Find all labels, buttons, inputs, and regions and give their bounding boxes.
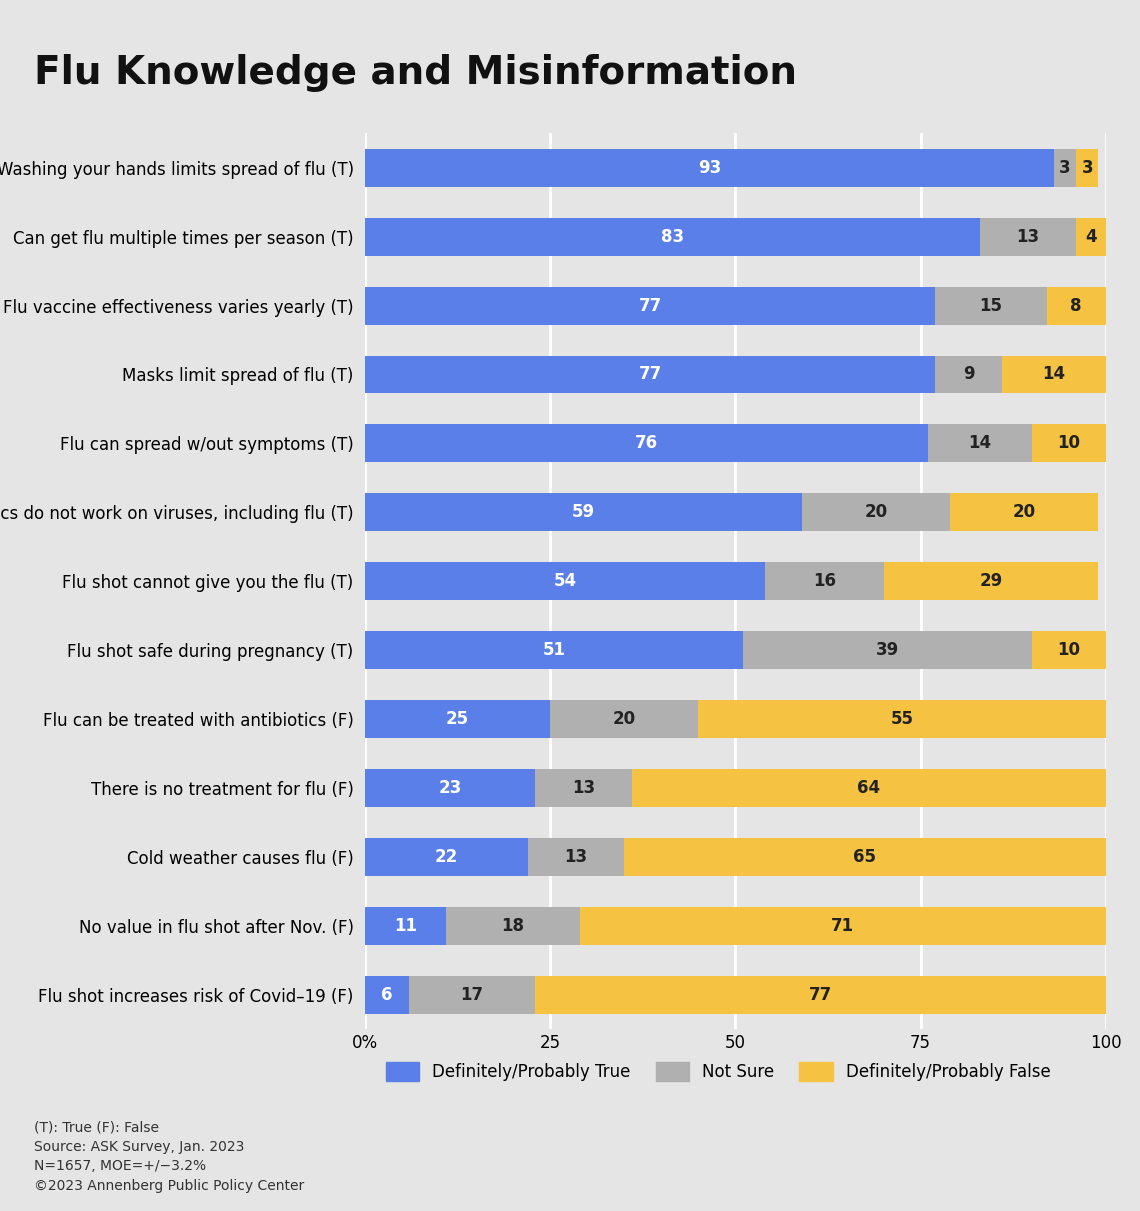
- Text: 77: 77: [809, 986, 832, 1004]
- Bar: [928, 424, 1032, 463]
- Text: 3: 3: [1059, 159, 1070, 177]
- Bar: [884, 562, 1099, 601]
- Text: 15: 15: [979, 297, 1002, 315]
- Text: 14: 14: [968, 435, 992, 453]
- Text: 76: 76: [635, 435, 658, 453]
- Bar: [365, 769, 536, 807]
- Text: 10: 10: [1057, 435, 1081, 453]
- Bar: [409, 976, 536, 1014]
- Bar: [365, 907, 447, 945]
- Text: 22: 22: [434, 848, 458, 866]
- Bar: [365, 287, 936, 325]
- Text: 64: 64: [857, 779, 880, 797]
- Text: 25: 25: [446, 710, 469, 728]
- Text: 39: 39: [876, 641, 898, 659]
- Bar: [951, 493, 1099, 532]
- Text: 4: 4: [1085, 228, 1097, 246]
- Bar: [632, 769, 1106, 807]
- Text: 6: 6: [381, 986, 393, 1004]
- Text: 3: 3: [1082, 159, 1093, 177]
- Bar: [936, 356, 1002, 394]
- Text: 13: 13: [1017, 228, 1040, 246]
- Bar: [447, 907, 580, 945]
- Bar: [365, 700, 549, 739]
- Bar: [1032, 424, 1106, 463]
- Bar: [936, 287, 1047, 325]
- Text: 8: 8: [1070, 297, 1082, 315]
- Bar: [365, 424, 928, 463]
- Bar: [365, 838, 528, 876]
- Legend: Definitely/Probably True, Not Sure, Definitely/Probably False: Definitely/Probably True, Not Sure, Defi…: [378, 1055, 1058, 1087]
- Bar: [979, 218, 1076, 256]
- Bar: [743, 631, 1032, 670]
- Text: 77: 77: [638, 366, 661, 384]
- Text: 11: 11: [394, 917, 417, 935]
- Text: 93: 93: [698, 159, 720, 177]
- Bar: [365, 631, 743, 670]
- Text: 55: 55: [890, 710, 913, 728]
- Bar: [1047, 287, 1106, 325]
- Text: 20: 20: [612, 710, 636, 728]
- Text: 23: 23: [439, 779, 462, 797]
- Text: 59: 59: [572, 504, 595, 522]
- Text: 9: 9: [963, 366, 975, 384]
- Text: 77: 77: [638, 297, 661, 315]
- Text: 13: 13: [564, 848, 587, 866]
- Text: (T): True (F): False
Source: ASK Survey, Jan. 2023
N=1657, MOE=+/−3.2%
©2023 Ann: (T): True (F): False Source: ASK Survey,…: [34, 1120, 304, 1193]
- Text: 18: 18: [502, 917, 524, 935]
- Bar: [698, 700, 1106, 739]
- Text: 13: 13: [572, 779, 595, 797]
- Text: 16: 16: [813, 573, 836, 590]
- Text: Flu Knowledge and Misinformation: Flu Knowledge and Misinformation: [34, 54, 797, 92]
- Bar: [1002, 356, 1106, 394]
- Bar: [528, 838, 625, 876]
- Text: 20: 20: [1012, 504, 1036, 522]
- Bar: [1054, 149, 1076, 186]
- Bar: [365, 149, 1054, 186]
- Text: 65: 65: [854, 848, 877, 866]
- Bar: [536, 976, 1106, 1014]
- Bar: [549, 700, 698, 739]
- Bar: [365, 493, 803, 532]
- Text: 14: 14: [1042, 366, 1066, 384]
- Bar: [1032, 631, 1106, 670]
- Bar: [765, 562, 884, 601]
- Text: 54: 54: [553, 573, 577, 590]
- Text: 51: 51: [543, 641, 565, 659]
- Bar: [1076, 218, 1106, 256]
- Bar: [536, 769, 632, 807]
- Text: 10: 10: [1057, 641, 1081, 659]
- Bar: [803, 493, 951, 532]
- Bar: [625, 838, 1106, 876]
- Text: 71: 71: [831, 917, 854, 935]
- Bar: [365, 976, 409, 1014]
- Bar: [1076, 149, 1099, 186]
- Bar: [365, 356, 936, 394]
- Text: 20: 20: [864, 504, 888, 522]
- Bar: [580, 907, 1106, 945]
- Text: 29: 29: [979, 573, 1002, 590]
- Bar: [365, 218, 979, 256]
- Text: 17: 17: [461, 986, 483, 1004]
- Text: 83: 83: [661, 228, 684, 246]
- Bar: [365, 562, 765, 601]
